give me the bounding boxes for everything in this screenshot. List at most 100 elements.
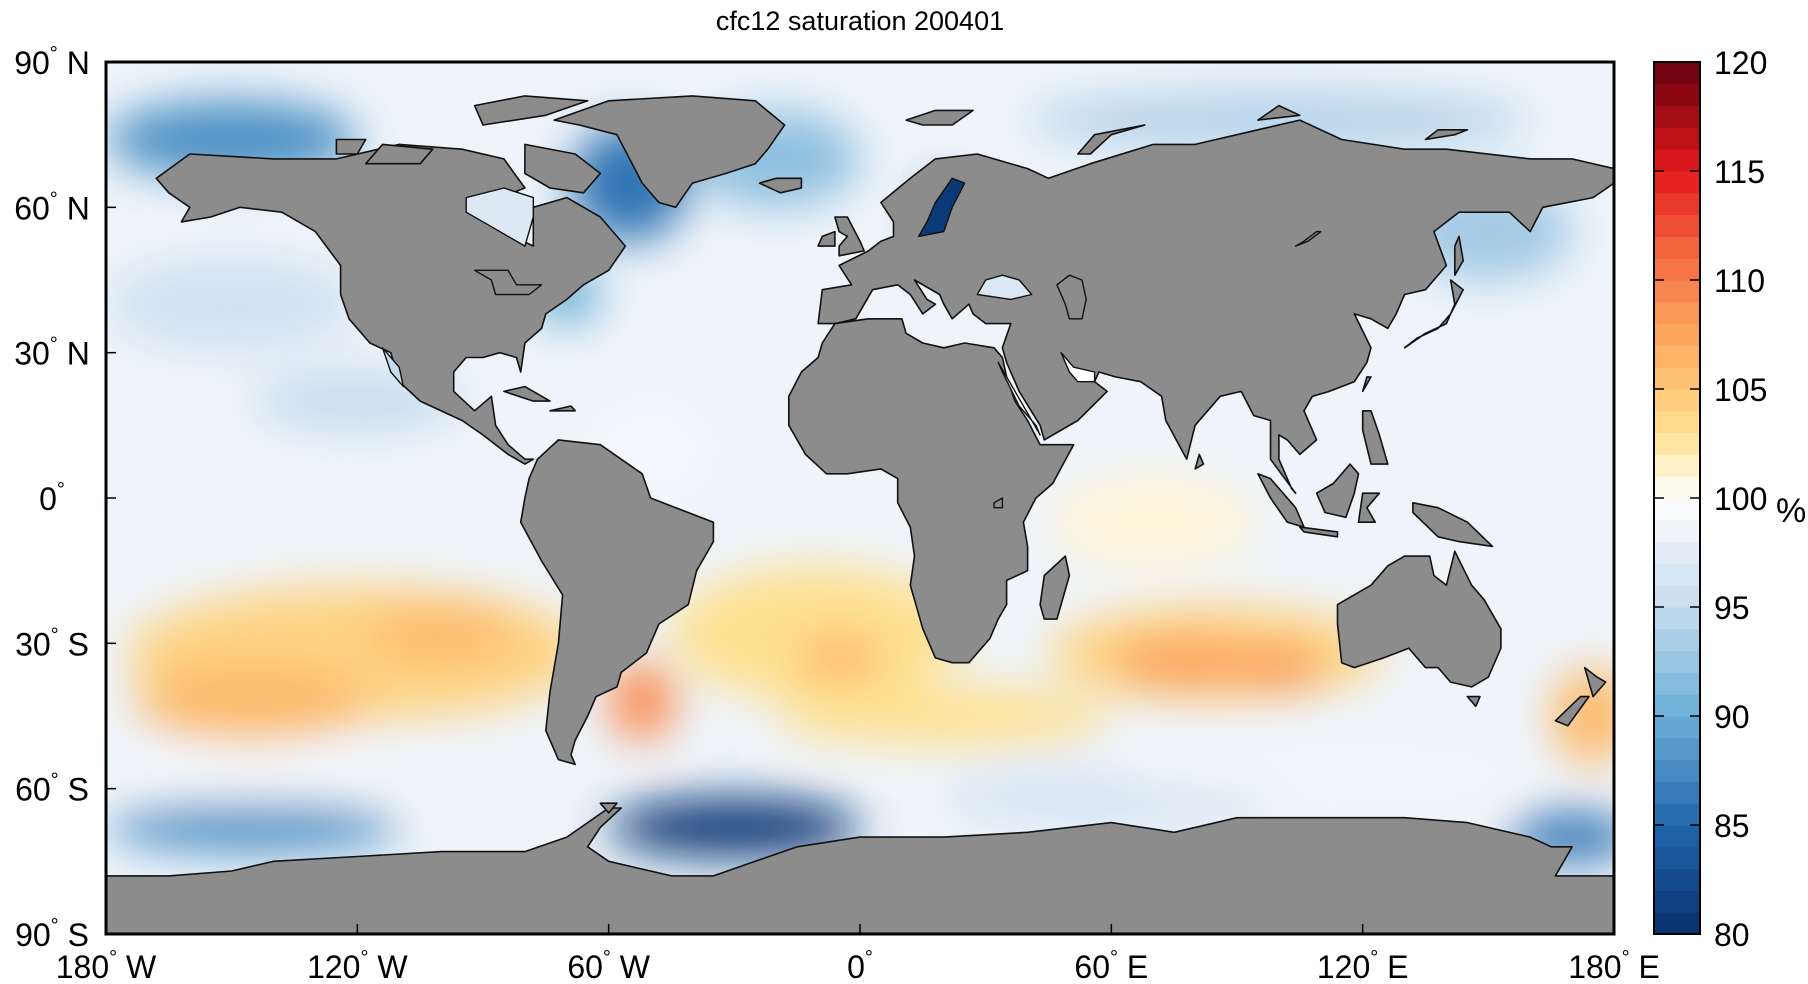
colorbar-ticks: 120 115 110 105 100 95 90 85 80 [1654,45,1767,953]
land-java [1299,526,1339,538]
colorbar-band [1654,410,1700,434]
colorbar-band [1654,432,1700,455]
y-tick-label: 60° N [14,188,90,226]
land-antarctic-peninsula-tip [599,802,618,814]
colorbar-tick-label: 100 [1714,481,1767,517]
colorbar-band [1654,258,1700,281]
water-baltic-sea [917,177,966,238]
land-new-zealand-north [1583,666,1607,698]
colorbar-band [1654,192,1700,216]
field-patch [365,604,517,663]
field-patch [797,638,881,678]
field-patch [1027,91,1531,150]
colorbar-band [1654,737,1700,761]
colorbar-band [1654,912,1700,935]
y-tick-label: 90° N [14,43,90,81]
colorbar-band [1654,83,1700,107]
water-great-lakes [473,269,543,296]
colorbar-band [1654,214,1700,237]
water-red-sea [997,361,1041,436]
water-gulf-of-california [381,347,405,388]
colorbar-band [1654,476,1700,499]
y-axis: 90° N 60° N 30° N 0° 30° S 60° S 90° S [14,43,116,953]
land-borneo [1315,463,1360,519]
field-patch [106,803,400,852]
x-tick-label: 0° [847,947,873,984]
colorbar-band [1654,716,1700,739]
y-tick-label: 60° S [15,770,89,808]
colorbar-tick-label: 115 [1714,154,1765,190]
colorbar-tick-label: 120 [1714,45,1767,81]
colorbar-band [1654,672,1700,695]
colorbar-tick-label: 105 [1714,372,1767,408]
colorbar-band [1654,454,1700,477]
land-british-isles [834,216,866,257]
water-hudson-bay [465,187,534,247]
colorbar-unit: % [1776,492,1806,530]
colorbar-band [1654,803,1700,826]
x-tick-label: 60° W [567,947,650,984]
colorbar-band [1654,236,1700,259]
field-patch [776,686,1112,746]
land-iceland [758,177,803,194]
colorbar-band [1654,519,1700,543]
water-lake-victoria [993,497,1004,509]
land-greenland [553,95,786,209]
land-cuba [503,385,551,402]
land-svalbard [905,109,974,126]
colorbar-band [1654,650,1700,673]
colorbar-band [1654,846,1700,870]
colorbar-band [1654,301,1700,325]
y-tick-label: 30° N [14,334,90,372]
x-tick-label: 180° W [56,947,157,984]
field-patch [1048,473,1258,571]
land-australia [1336,550,1502,688]
colorbar-band [1654,149,1700,172]
land-south-america [519,439,715,766]
y-tick-label: 30° S [15,624,89,662]
colorbar-band [1654,607,1700,630]
land-ellesmere-island [473,95,589,126]
land-tasmania [1466,695,1481,708]
land-philippines [1361,409,1389,465]
colorbar-band [1654,367,1700,390]
water-caspian-sea [1056,274,1087,320]
colorbar-band [1654,323,1700,346]
map-title: cfc12 saturation 200401 [716,6,1004,36]
x-tick-label: 120° E [1317,947,1409,984]
land-ireland [817,230,836,247]
land-sulawesi [1357,492,1381,524]
x-tick-label: 60° E [1074,947,1148,984]
land-eurasia [817,119,1614,495]
colorbar-tick-label: 110 [1714,263,1765,299]
colorbar-band [1654,825,1700,848]
land-banks-island [335,138,367,155]
colorbar-band [1654,890,1700,913]
colorbar-band [1654,498,1700,521]
water-persian-gulf [1060,352,1096,383]
land-new-guinea [1412,501,1494,548]
land-hispaniola [549,405,577,412]
land-madagascar [1039,555,1071,620]
field-patch [671,565,965,702]
land-new-siberian-islands [1424,129,1469,141]
land-severnaya-zemlya [1257,104,1301,121]
field-patch [608,662,676,741]
colorbar-band [1654,868,1700,891]
colorbar-tick-label: 85 [1714,808,1750,844]
land-baffin-island [524,143,602,194]
colorbar-bands [1654,62,1700,935]
field-patch [106,255,358,353]
colorbar-band [1654,694,1700,717]
field-patch [106,754,442,794]
water-lake-baikal [1294,230,1322,247]
colorbar-band [1654,345,1700,368]
land-sri-lanka [1194,453,1205,470]
land-sakhalin [1454,235,1464,277]
land-japan [1403,279,1464,349]
colorbar-band [1654,105,1700,128]
land-africa [787,317,1075,664]
land-new-zealand-south [1554,695,1590,727]
y-tick-label: 0° [39,479,65,517]
